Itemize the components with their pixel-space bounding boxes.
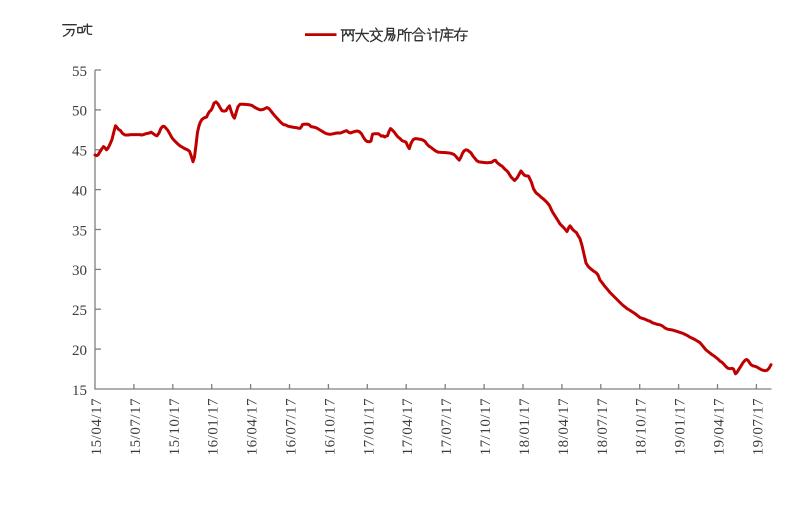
svg-text:15/10/17: 15/10/17	[167, 398, 183, 455]
svg-text:18/01/17: 18/01/17	[517, 398, 533, 455]
svg-text:19/01/17: 19/01/17	[673, 398, 689, 455]
svg-text:40: 40	[72, 183, 87, 199]
svg-text:16/04/17: 16/04/17	[245, 398, 261, 455]
svg-text:15: 15	[72, 383, 87, 399]
svg-text:30: 30	[72, 263, 87, 279]
svg-text:15/04/17: 15/04/17	[89, 398, 105, 455]
svg-text:15/07/17: 15/07/17	[128, 398, 144, 455]
svg-text:50: 50	[72, 104, 87, 120]
svg-text:19/04/17: 19/04/17	[712, 398, 728, 455]
svg-text:17/07/17: 17/07/17	[439, 398, 455, 455]
svg-text:45: 45	[72, 144, 87, 160]
svg-text:19/07/17: 19/07/17	[750, 398, 766, 455]
svg-text:35: 35	[72, 223, 87, 239]
svg-text:16/10/17: 16/10/17	[322, 398, 338, 455]
svg-text:17/01/17: 17/01/17	[361, 398, 377, 455]
svg-text:17/04/17: 17/04/17	[400, 398, 416, 455]
svg-text:18/07/17: 18/07/17	[595, 398, 611, 455]
svg-text:18/10/17: 18/10/17	[634, 398, 650, 455]
svg-text:20: 20	[72, 343, 87, 359]
svg-text:25: 25	[72, 303, 87, 319]
svg-text:17/10/17: 17/10/17	[478, 398, 494, 455]
svg-text:16/07/17: 16/07/17	[284, 398, 300, 455]
svg-text:16/01/17: 16/01/17	[206, 398, 222, 455]
svg-text:55: 55	[72, 64, 87, 80]
svg-text:18/04/17: 18/04/17	[556, 398, 572, 455]
